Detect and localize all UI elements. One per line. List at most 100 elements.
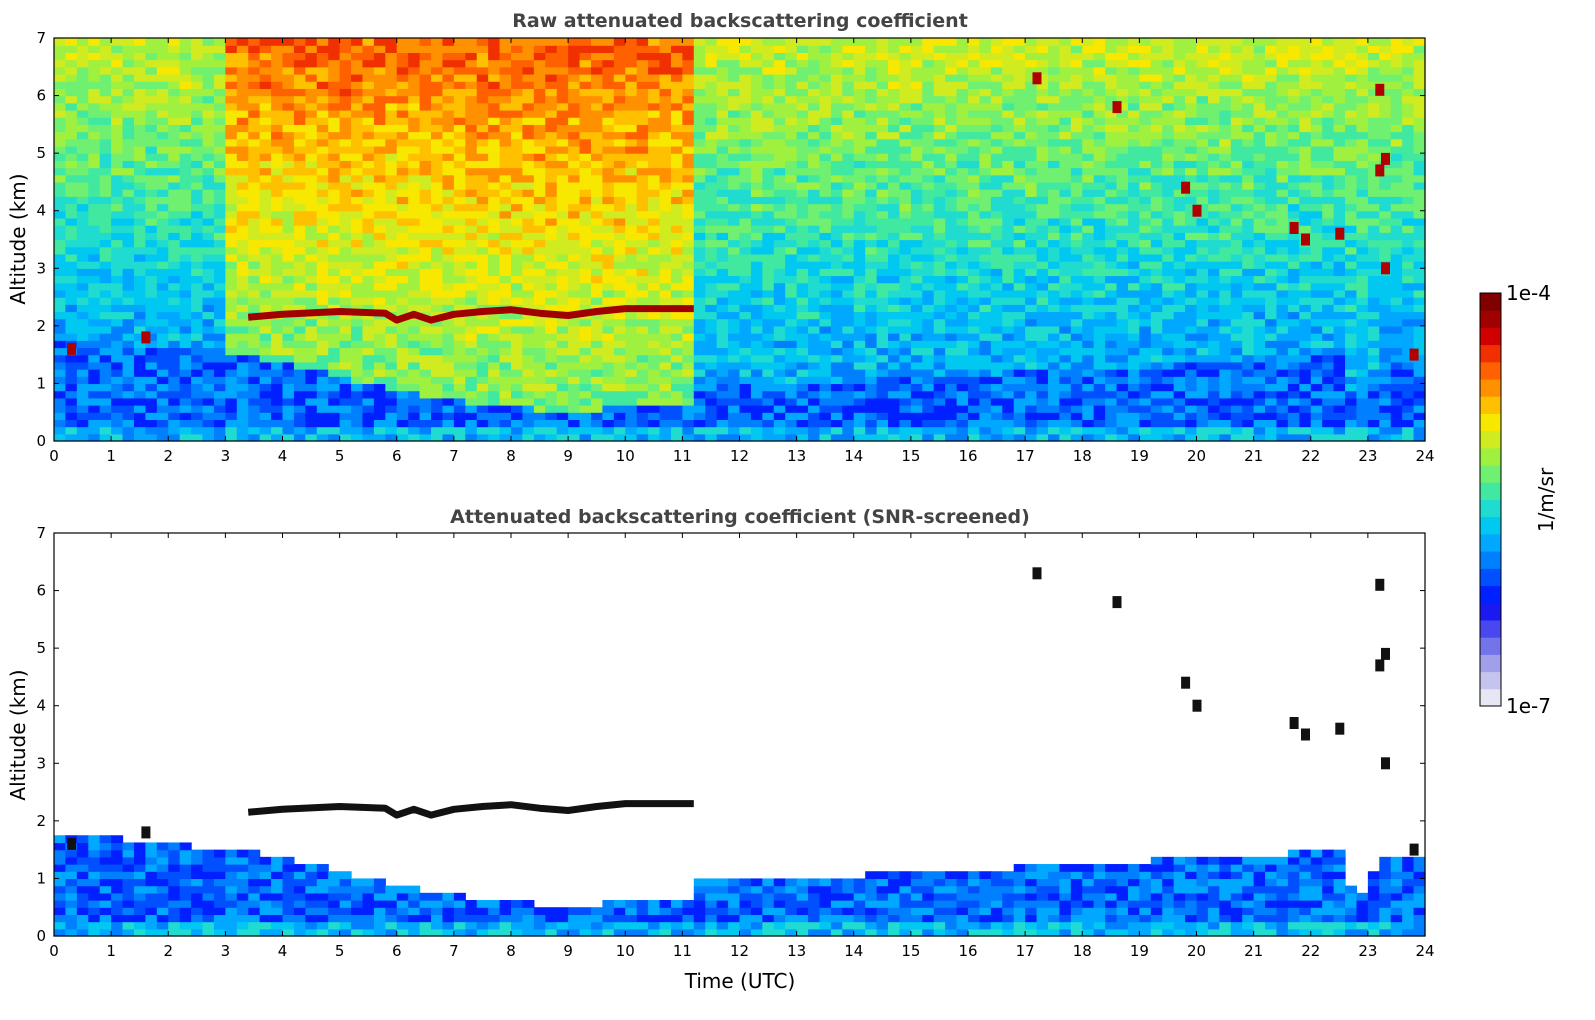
heatmap-cell — [271, 102, 284, 111]
heatmap-cell — [213, 66, 226, 75]
heatmap-cell — [1025, 203, 1038, 212]
heatmap-cell — [990, 361, 1003, 370]
heatmap-cell — [613, 412, 626, 421]
heatmap-cell — [750, 376, 763, 385]
heatmap-cell — [488, 81, 501, 89]
heatmap-cell — [602, 117, 615, 125]
heatmap-cell — [545, 131, 558, 140]
heatmap-cell — [133, 232, 147, 241]
heatmap-cell — [111, 289, 124, 298]
heatmap-cell — [1047, 246, 1060, 255]
heatmap-cell — [259, 433, 272, 442]
heatmap-cell — [305, 153, 318, 161]
heatmap-cell — [1002, 66, 1015, 75]
heatmap-cell — [613, 145, 626, 154]
heatmap-cell — [910, 210, 923, 219]
heatmap-cell — [408, 397, 421, 406]
heatmap-cell — [750, 433, 763, 442]
heatmap-cell — [602, 297, 615, 305]
heatmap-cell — [853, 239, 866, 248]
heatmap-cell — [876, 340, 889, 349]
heatmap-cell — [65, 145, 78, 154]
heatmap-cell — [271, 253, 284, 262]
heatmap-cell — [419, 45, 432, 53]
heatmap-cell — [728, 124, 741, 133]
heatmap-cell — [762, 59, 775, 68]
heatmap-cell — [602, 38, 615, 46]
heatmap-cell — [933, 376, 946, 385]
heatmap-cell — [670, 261, 683, 269]
heatmap-cell — [271, 38, 284, 46]
heatmap-cell — [1059, 333, 1072, 341]
heatmap-cell — [1013, 311, 1026, 320]
heatmap-cell — [259, 318, 272, 327]
heatmap-cell — [899, 196, 912, 205]
heatmap-cell — [145, 174, 158, 183]
heatmap-cell — [145, 318, 158, 327]
heatmap-cell — [511, 261, 524, 269]
heatmap-cell — [648, 239, 661, 248]
heatmap-cell — [682, 45, 695, 53]
heatmap-cell — [990, 117, 1003, 125]
heatmap-cell — [271, 160, 284, 169]
heatmap-cell — [259, 181, 272, 190]
heatmap-cell — [156, 354, 169, 363]
heatmap-cell — [145, 232, 158, 241]
heatmap-cell — [362, 210, 375, 219]
heatmap-cell — [88, 246, 101, 255]
heatmap-cell — [385, 376, 398, 385]
heatmap-cell — [362, 275, 375, 284]
heatmap-cell — [648, 383, 661, 392]
heatmap-cell — [990, 253, 1003, 262]
heatmap-cell — [385, 405, 398, 413]
heatmap-cell — [282, 253, 295, 262]
heatmap-cell — [659, 412, 672, 421]
heatmap-cell — [522, 66, 535, 75]
heatmap-cell — [739, 138, 752, 147]
heatmap-cell — [1047, 325, 1060, 334]
heatmap-cell — [282, 145, 295, 154]
heatmap-cell — [442, 124, 455, 133]
heatmap-cell — [419, 405, 432, 413]
heatmap-cell — [168, 109, 181, 118]
heatmap-cell — [1047, 45, 1060, 53]
heatmap-cell — [76, 282, 89, 291]
heatmap-cell — [693, 174, 706, 183]
heatmap-cell — [785, 196, 798, 205]
heatmap-cell — [590, 145, 604, 154]
heatmap-cell — [865, 181, 878, 190]
heatmap-cell — [168, 145, 181, 154]
heatmap-cell — [156, 102, 169, 111]
heatmap-cell — [545, 325, 558, 334]
heatmap-cell — [476, 311, 489, 320]
heatmap-cell — [259, 95, 272, 104]
heatmap-cell — [853, 405, 866, 413]
heatmap-cell — [899, 232, 912, 241]
heatmap-cell — [556, 88, 569, 97]
heatmap-cell — [762, 181, 775, 190]
heatmap-cell — [830, 253, 843, 262]
heatmap-cell — [819, 160, 832, 169]
heatmap-cell — [54, 390, 67, 399]
heatmap-cell — [202, 275, 215, 284]
heatmap-cell — [979, 124, 992, 133]
heatmap-cell — [488, 311, 501, 320]
heatmap-cell — [362, 246, 375, 255]
heatmap-cell — [488, 433, 501, 442]
heatmap-cell — [328, 246, 341, 255]
heatmap-cell — [271, 405, 284, 413]
heatmap-cell — [419, 376, 432, 385]
heatmap-cell — [853, 81, 866, 89]
heatmap-cell — [956, 261, 969, 269]
heatmap-cell — [796, 45, 809, 53]
heatmap-cell — [442, 361, 455, 370]
heatmap-cell — [625, 383, 638, 392]
heatmap-cell — [248, 289, 261, 298]
heatmap-cell — [54, 340, 67, 349]
heatmap-cell — [248, 109, 261, 118]
heatmap-cell — [431, 347, 444, 356]
heatmap-cell — [236, 397, 249, 406]
heatmap-cell — [910, 419, 923, 428]
heatmap-cell — [670, 66, 683, 75]
heatmap-cell — [236, 52, 249, 61]
